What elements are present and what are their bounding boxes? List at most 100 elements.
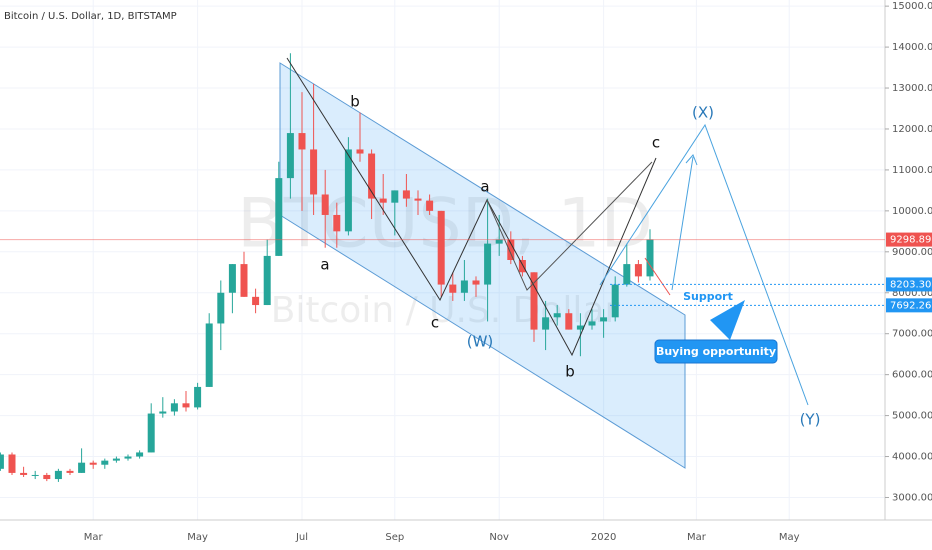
candle-body [8,454,16,473]
candle-body [623,264,631,285]
candle-body [495,239,503,244]
grid [0,0,885,520]
candle-body [391,190,399,203]
candle-body [240,264,248,297]
candle-body [333,214,341,232]
x-tick-label: May [187,532,208,543]
candle-body [611,284,619,318]
x-tick-label: Nov [489,532,509,543]
watermark: BTCUSD, 1D [237,185,653,264]
candle-body [298,133,306,150]
x-tick-label: Mar [84,532,104,543]
x-tick-label: May [779,532,800,543]
watermark: Bitcoin / U.S. Dollar [271,290,620,331]
candle-body [565,313,573,330]
price-tag [886,277,932,292]
candle-body [484,243,492,285]
candle-body [542,317,550,330]
y-tick-label: 13000.00 [892,83,932,94]
candle-body [263,255,271,306]
candle-body [344,149,352,232]
support-label: Support [683,290,733,303]
wave-label: a [320,256,329,274]
candle-body [321,194,329,215]
candle-body [54,470,62,480]
price-tag-label: 8203.30 [890,279,931,290]
candle-body [136,452,144,457]
candle-body [634,264,642,277]
candle-body [43,474,51,480]
callout-pointer [710,300,745,340]
candle-body [600,317,608,322]
candle-body [588,321,596,326]
candle-body [449,284,457,293]
wave-label: b [350,93,360,111]
x-tick-label: Jul [295,532,308,543]
candle-body [124,456,132,459]
channel [279,62,686,469]
x-tick-label: 2020 [591,532,616,543]
candle-body [472,280,480,285]
y-tick-label: 4000.00 [892,452,932,463]
candle-body [646,239,654,277]
candle-body [368,153,376,199]
candle-body [402,190,410,199]
candle-body [182,403,190,408]
x-tick-label: Mar [687,532,707,543]
price-tag-label: 9298.89 [890,235,931,246]
candle-body [194,386,202,408]
candle-body [507,239,515,260]
x-tick-label: Sep [385,532,404,543]
y-tick-label: 6000.00 [892,370,932,381]
y-tick-label: 14000.00 [892,42,932,53]
wave-label: c [431,314,439,332]
candle-body [576,325,584,330]
candle-body [170,403,178,412]
arrow [671,156,694,291]
candle-body [0,454,4,469]
candle-body [205,323,213,387]
candle-body [159,411,167,414]
wave-path [486,161,653,291]
y-tick-label: 8000.00 [892,288,932,299]
candle-body [286,133,294,179]
candle-body [31,474,39,476]
candle-body [310,149,318,195]
projection-path [599,123,809,406]
price-tag [886,298,932,313]
candle-body [414,198,422,201]
candle-body [356,149,364,154]
y-tick-label: 7000.00 [892,329,932,340]
candle-body [20,472,28,475]
candle-body [275,178,283,256]
wave-label: (W) [467,333,494,351]
chart-title: Bitcoin / U.S. Dollar, 1D, BITSTAMP [4,11,177,22]
candles [0,53,654,482]
callout-box [654,339,778,364]
candle-body [228,264,236,293]
price-tag [886,232,932,247]
candle-body [101,460,109,465]
y-tick-label: 11000.00 [892,165,932,176]
candle-body [518,260,526,273]
wave-label: a [480,178,489,196]
y-tick-label: 5000.00 [892,411,932,422]
candle-body [252,296,260,306]
candle-body [530,272,538,330]
y-tick-label: 15000.00 [892,1,932,12]
wave-lines [286,57,809,406]
candle-body [553,313,561,318]
candle-body [112,458,120,461]
candle-body [147,413,155,453]
wave-label: c [652,134,660,152]
y-tick-label: 10000.00 [892,206,932,217]
y-tick-label: 3000.00 [892,492,932,503]
callout-text: Buying opportunity [656,345,776,358]
candle-body [379,198,387,203]
red-arrow [644,257,671,296]
candle-body [66,470,74,473]
y-tick-label: 12000.00 [892,124,932,135]
candle-body [217,292,225,324]
